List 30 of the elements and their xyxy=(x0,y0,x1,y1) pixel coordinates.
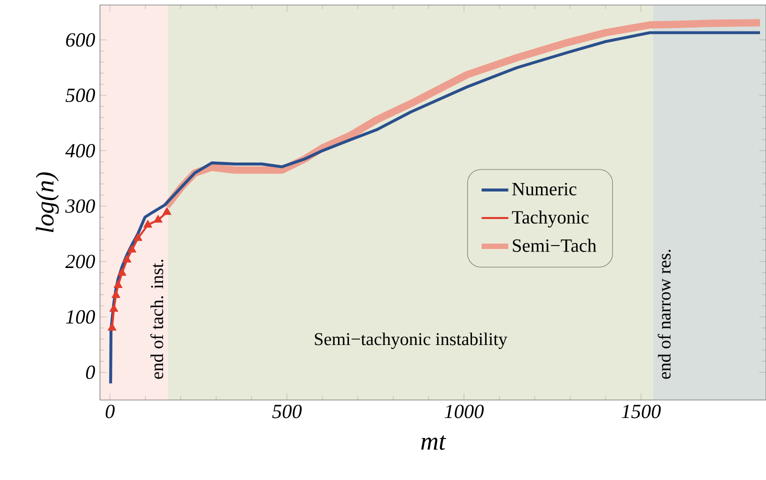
point xyxy=(162,207,172,215)
x-tick-label: 1500 xyxy=(622,404,661,418)
y-tick-label: 200 xyxy=(65,254,96,268)
legend-label: Numeric xyxy=(512,182,576,196)
x-axis-title: mt xyxy=(421,435,446,450)
point xyxy=(134,233,142,241)
band-label: end of tach. inst. xyxy=(150,260,164,379)
y-tick-label: 400 xyxy=(65,144,96,158)
point xyxy=(108,322,116,331)
x-tick-label: 500 xyxy=(272,404,302,418)
point xyxy=(128,244,136,253)
point xyxy=(143,220,152,228)
point xyxy=(112,290,120,298)
x-tick-label: 1000 xyxy=(444,404,484,418)
band-label: end of narrow res. xyxy=(658,250,671,379)
legend-label: Semi−Tach xyxy=(512,238,596,252)
y-tick-label: 500 xyxy=(66,88,96,102)
point xyxy=(118,268,126,276)
y-tick-label: 600 xyxy=(66,33,96,47)
y-tick-label: 100 xyxy=(66,310,96,324)
point xyxy=(109,304,118,312)
y-axis-title: log(n) xyxy=(36,172,59,232)
point xyxy=(154,214,162,223)
y-tick-label: 300 xyxy=(65,199,96,213)
x-tick-label: 0 xyxy=(106,404,115,418)
legend-label: Tachyonic xyxy=(512,210,589,228)
point xyxy=(114,280,122,288)
y-tick-label: 0 xyxy=(86,366,96,380)
point xyxy=(122,254,132,263)
band-label: Semi−tachyonic instability xyxy=(314,332,508,349)
